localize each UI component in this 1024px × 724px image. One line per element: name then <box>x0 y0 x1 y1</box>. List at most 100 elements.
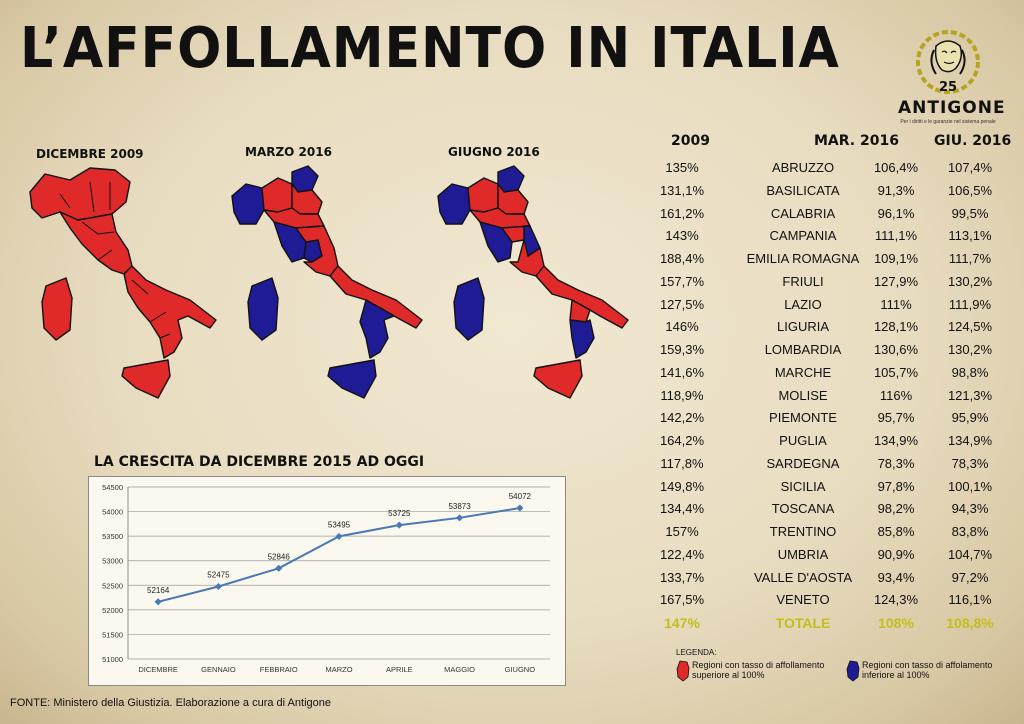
table-row: 164,2% PUGLIA 134,9% 134,9% <box>650 433 1020 456</box>
value-giu-2016: 130,2% <box>947 342 993 357</box>
value-2009: 149,8% <box>659 478 705 494</box>
value-giu-2016: 78,3% <box>951 455 989 471</box>
value-giu-2016: 98,8% <box>951 364 989 380</box>
legend-label-under: Regioni con tasso di affolamento inferio… <box>862 660 993 680</box>
value-2009: 118,9% <box>660 387 704 403</box>
table-row: 161,2% CALABRIA 96,1% 99,5% <box>650 206 1020 229</box>
y-tick-label: 52000 <box>102 606 123 615</box>
region-center <box>59 211 133 275</box>
table-row: 133,7% VALLE D'AOSTA 93,4% 97,2% <box>650 570 1020 593</box>
y-tick-label: 51000 <box>102 655 123 664</box>
region-name: UMBRIA <box>777 546 829 562</box>
region-lombardia <box>467 177 499 213</box>
italy-map-giugno-2016 <box>437 165 629 399</box>
table-row: 188,4% EMILIA ROMAGNA 109,1% 111,7% <box>650 251 1020 274</box>
value-giu-2016: 113,1% <box>948 228 992 244</box>
region-name: TOTALE <box>775 615 831 631</box>
value-giu-2016: 99,5% <box>951 205 989 221</box>
x-tick-label: MAGGIO <box>444 665 475 674</box>
table-row: 146% LIGURIA 128,1% 124,5% <box>650 319 1020 342</box>
table-row: 159,3% LOMBARDIA 130,6% 130,2% <box>650 342 1020 365</box>
legend-label-over: Regioni con tasso di affollamento superi… <box>692 660 825 680</box>
y-tick-label: 52500 <box>102 581 123 590</box>
region-lombardia <box>261 177 293 213</box>
value-2009: 147% <box>664 615 700 631</box>
value-giu-2016: 116,1% <box>948 592 992 608</box>
region-marche-lazio <box>295 225 339 277</box>
table-row: 149,8% SICILIA 97,8% 100,1% <box>650 479 1020 502</box>
value-giu-2016: 111,9% <box>948 296 992 312</box>
data-label: 54072 <box>509 492 532 501</box>
value-giu-2016: 130,2% <box>947 273 993 289</box>
col-header-giu-2016: GIU. 2016 <box>934 133 1012 149</box>
table-row: 142,2% PIEMONTE 95,7% 95,9% <box>650 410 1020 433</box>
value-mar-2016: 124,3% <box>873 592 919 608</box>
value-2009: 143% <box>665 228 699 244</box>
data-label: 52846 <box>268 552 291 561</box>
y-tick-label: 51500 <box>102 630 123 639</box>
value-giu-2016: 100,1% <box>947 478 993 494</box>
value-giu-2016: 108,8% <box>946 615 994 631</box>
value-2009: 142,2% <box>659 410 705 426</box>
growth-line-chart: 51000 51500 52000 52500 53000 53500 54000 54500… <box>88 476 566 686</box>
region-calabria-basilicata <box>359 299 395 359</box>
antigone-logo: 25 ANTIGONE Per i diritti e le garanzie … <box>898 28 1005 134</box>
value-giu-2016: 124,5% <box>947 319 993 335</box>
value-2009: 141,6% <box>659 364 705 380</box>
y-tick-label: 53500 <box>102 532 123 541</box>
value-mar-2016: 116% <box>879 387 913 403</box>
table-row: 134,4% TOSCANA 98,2% 94,3% <box>650 501 1020 524</box>
value-mar-2016: 105,7% <box>873 364 919 380</box>
region-table: 135% ABRUZZO 106,4% 107,4% 131,1% BASILICATA 9… <box>650 160 1020 638</box>
region-name: TOSCANA <box>771 501 835 517</box>
italy-map-2009 <box>29 167 217 399</box>
value-giu-2016: 104,7% <box>947 546 993 562</box>
region-sicily <box>533 359 583 399</box>
map-title-marzo-2016: MARZO 2016 <box>245 145 332 159</box>
data-point <box>214 582 222 591</box>
logo-subtitle: Per i diritti e le garanzie nel sistema … <box>900 119 996 125</box>
value-2009: 157,7% <box>659 273 705 289</box>
data-point <box>275 564 283 572</box>
value-giu-2016: 97,2% <box>951 569 989 585</box>
table-row: 135% ABRUZZO 106,4% 107,4% <box>650 160 1020 183</box>
data-label: 52475 <box>207 571 230 580</box>
x-tick-label: GENNAIO <box>201 665 236 674</box>
region-south-red <box>329 265 423 329</box>
logo-number: 25 <box>939 80 957 95</box>
value-2009: 159,3% <box>659 342 705 357</box>
region-name: TRENTINO <box>769 524 837 539</box>
value-2009: 157% <box>665 524 699 539</box>
value-giu-2016: 94,3% <box>951 501 989 517</box>
source-note: FONTE: Ministero della Giustizia. Elabor… <box>10 697 331 709</box>
value-mar-2016: 98,2% <box>877 501 915 517</box>
region-name: VENETO <box>776 592 830 608</box>
sardinia-red-icon <box>676 660 690 682</box>
chart-title: LA CRESCITA DA DICEMBRE 2015 AD OGGI <box>94 454 425 470</box>
value-mar-2016: 90,9% <box>877 546 915 562</box>
region-sardinia <box>453 277 485 341</box>
region-south <box>123 265 217 359</box>
table-total-row: 147% TOTALE 108% 108,8% <box>650 615 1020 638</box>
value-mar-2016: 111,1% <box>874 228 918 244</box>
y-tick-label: 53000 <box>102 557 123 566</box>
value-giu-2016: 106,5% <box>947 182 993 198</box>
region-name: CAMPANIA <box>769 228 837 244</box>
table-row: 167,5% VENETO 124,3% 116,1% <box>650 592 1020 615</box>
table-row: 131,1% BASILICATA 91,3% 106,5% <box>650 183 1020 206</box>
value-mar-2016: 96,1% <box>877 205 915 221</box>
region-name: ABRUZZO <box>771 160 835 175</box>
value-2009: 164,2% <box>659 433 705 448</box>
col-header-2009: 2009 <box>671 133 710 149</box>
value-giu-2016: 83,8% <box>951 524 989 539</box>
value-mar-2016: 93,4% <box>877 569 915 585</box>
map-title-dicembre-2009: DICEMBRE 2009 <box>36 147 144 161</box>
table-row: 118,9% MOLISE 116% 121,3% <box>650 388 1020 411</box>
data-label: 53495 <box>328 520 351 529</box>
region-name: CALABRIA <box>770 205 836 221</box>
value-mar-2016: 108% <box>878 615 914 631</box>
value-mar-2016: 106,4% <box>873 160 919 175</box>
x-tick-label: FEBBRAIO <box>260 665 298 674</box>
value-mar-2016: 85,8% <box>877 524 915 539</box>
region-name: SARDEGNA <box>766 455 840 471</box>
